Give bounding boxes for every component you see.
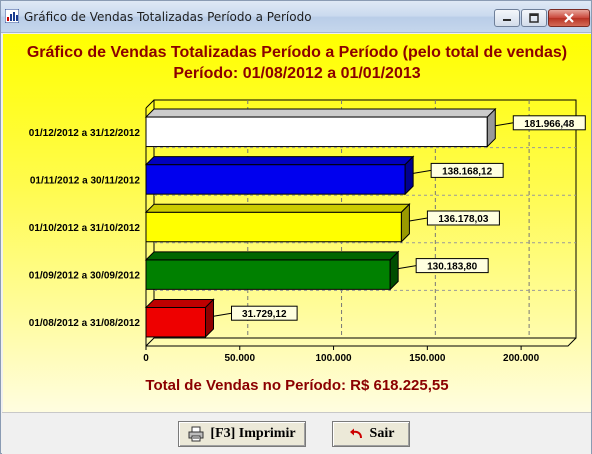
value-label: 181.966,48 <box>524 119 574 130</box>
chart-panel: Gráfico de Vendas Totalizadas Período a … <box>3 34 591 412</box>
category-label: 01/11/2012 a 30/11/2012 <box>30 175 141 186</box>
bar-side <box>389 250 399 291</box>
bar <box>145 306 207 338</box>
button-bar: [F3] Imprimir Sair <box>2 412 591 454</box>
bar-top <box>144 156 415 166</box>
print-button[interactable]: [F3] Imprimir <box>178 421 306 447</box>
bar <box>145 259 391 290</box>
title-bar[interactable]: Gráfico de Vendas Totalizadas Período a … <box>1 1 591 33</box>
chart-title: Gráfico de Vendas Totalizadas Período a … <box>26 44 568 61</box>
close-icon <box>564 13 574 23</box>
value-leader <box>398 265 417 270</box>
value-label-box <box>430 162 504 178</box>
category-label: 01/10/2012 a 31/10/2012 <box>29 223 141 234</box>
bar <box>145 116 488 148</box>
value-label-box <box>426 210 500 226</box>
minimize-button[interactable] <box>494 9 520 27</box>
x-tick-label: 150.000 <box>409 353 446 364</box>
chart-total: Total de Vendas no Período: R$ 618.225,5… <box>145 377 449 394</box>
value-leader <box>213 312 232 317</box>
bar-side <box>404 155 414 196</box>
bar-chart: 0 50.000 100.000 150.000 200.000 01/12/2012 a… <box>29 99 586 364</box>
maximize-button[interactable] <box>521 9 547 27</box>
plot-depth-edges <box>145 99 155 347</box>
value-label: 138.168,12 <box>442 166 492 177</box>
value-label-box <box>415 258 489 274</box>
bar-top <box>144 203 411 213</box>
undo-arrow-icon <box>349 428 362 439</box>
app-icon <box>5 9 19 23</box>
x-tick-label: 50.000 <box>224 353 255 364</box>
bar <box>145 211 402 243</box>
bar-side <box>400 203 410 243</box>
print-button-label: [F3] Imprimir <box>210 426 296 441</box>
bar-top <box>144 108 497 118</box>
bar-top <box>144 251 400 261</box>
bar-top <box>144 298 215 308</box>
value-label: 130.183,80 <box>427 262 477 273</box>
minimize-icon <box>503 19 511 21</box>
x-tick-label: 200.000 <box>503 353 540 364</box>
value-label: 136.178,03 <box>438 214 488 225</box>
value-label-box <box>512 115 586 131</box>
category-label: 01/09/2012 a 30/09/2012 <box>29 271 141 282</box>
bar-side <box>205 298 215 339</box>
close-button[interactable] <box>548 9 590 27</box>
chart-period: Período: 01/08/2012 a 01/01/2013 <box>173 65 421 82</box>
category-label: 01/12/2012 a 31/12/2012 <box>29 128 141 139</box>
value-leader <box>413 169 432 174</box>
value-label-box <box>231 305 298 321</box>
value-leader <box>409 217 428 222</box>
bar-side <box>486 107 496 148</box>
value-leader <box>495 122 514 127</box>
window-title: Gráfico de Vendas Totalizadas Período a … <box>24 10 312 24</box>
bar <box>145 164 406 195</box>
value-label: 31.729,12 <box>242 309 287 320</box>
x-tick-label: 0 <box>143 353 149 364</box>
maximize-icon <box>529 13 539 23</box>
exit-button-label: Sair <box>369 426 395 441</box>
x-tick-label: 100.000 <box>315 353 352 364</box>
exit-button[interactable]: Sair <box>332 421 410 447</box>
printer-icon <box>188 426 204 442</box>
category-label: 01/08/2012 a 31/08/2012 <box>29 318 141 329</box>
